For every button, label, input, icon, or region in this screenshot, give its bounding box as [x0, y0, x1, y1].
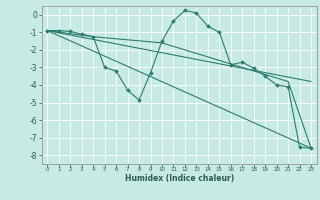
- X-axis label: Humidex (Indice chaleur): Humidex (Indice chaleur): [124, 174, 234, 183]
